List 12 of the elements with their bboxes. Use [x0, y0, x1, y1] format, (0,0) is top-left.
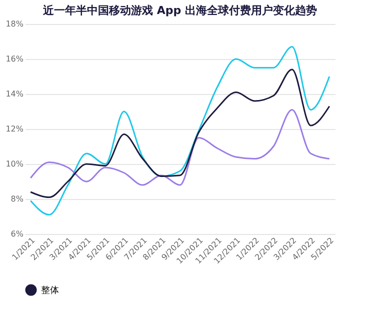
y-tick-label: 8%	[10, 194, 24, 204]
line-series	[30, 68, 330, 198]
y-tick-label: 6%	[10, 230, 24, 238]
y-tick-label: 10%	[6, 160, 24, 168]
chart-title: 近一年半中国移动游戏 App 出海全球付费用户变化趋势	[42, 4, 317, 17]
y-tick-label: 14%	[6, 90, 24, 98]
y-tick-label: 16%	[6, 54, 24, 64]
legend-label: 整体	[41, 285, 59, 296]
line-series	[30, 46, 330, 216]
line-series	[30, 109, 330, 186]
y-tick-label: 12%	[6, 124, 24, 134]
y-tick-label: 18%	[6, 20, 24, 28]
